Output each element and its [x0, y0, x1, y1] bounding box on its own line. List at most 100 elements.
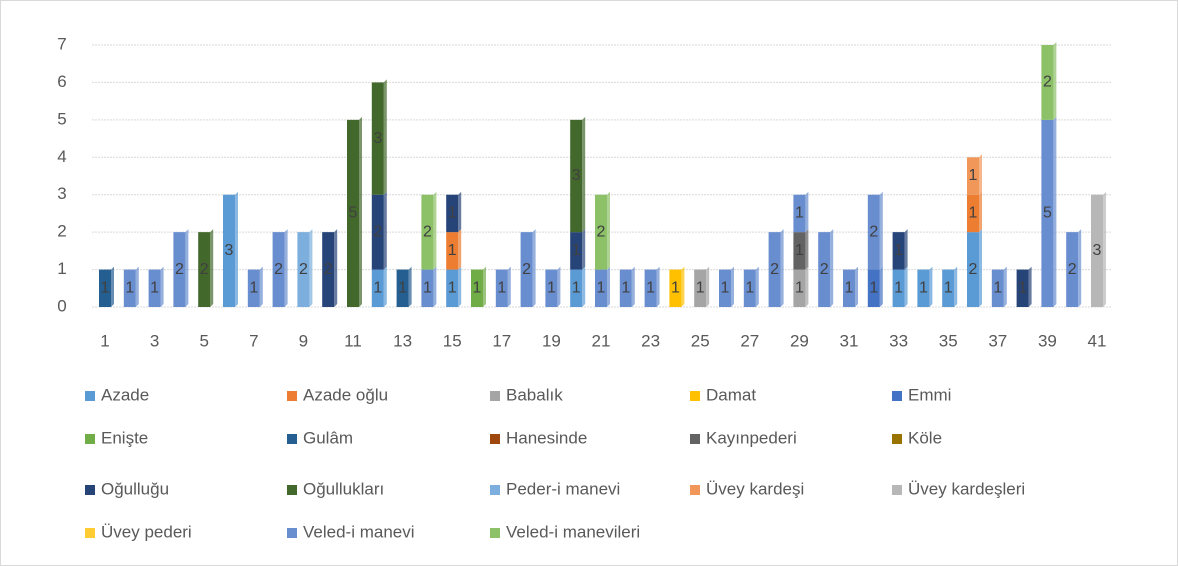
bar-side	[383, 191, 387, 270]
data-label: 3	[373, 130, 382, 147]
bar-segment	[917, 269, 930, 307]
bar-segment	[991, 269, 1004, 307]
bar-segment	[396, 269, 409, 307]
x-tick-label: 3	[150, 331, 159, 350]
bar-side	[383, 266, 387, 307]
legend-swatch	[85, 485, 95, 495]
bar-side	[755, 266, 759, 307]
bar-side	[507, 266, 511, 307]
legend-label: Üvey pederi	[101, 522, 192, 541]
legend-label: Veled-i manevi	[303, 522, 415, 541]
x-tick-label: 17	[492, 331, 511, 350]
legend-label: Damat	[706, 385, 756, 404]
bar-segment	[793, 269, 806, 307]
bar-side	[433, 266, 437, 307]
data-label: 1	[944, 280, 953, 297]
bar-segment	[173, 232, 186, 307]
bar-segment	[272, 232, 285, 307]
data-label: 1	[795, 205, 804, 222]
bar-side	[309, 229, 313, 307]
x-tick-label: 33	[889, 331, 908, 350]
bar-side	[904, 266, 908, 307]
x-tick-label: 7	[249, 331, 258, 350]
bar-side	[731, 266, 734, 307]
bar-side	[929, 266, 933, 307]
bar-segment	[644, 269, 657, 307]
data-label: 2	[324, 261, 333, 278]
bar-segment	[1041, 45, 1054, 120]
data-label: 1	[150, 280, 159, 297]
bar-side	[830, 229, 834, 307]
legend-swatch	[892, 391, 902, 401]
bar-side	[408, 266, 412, 307]
data-label: 1	[795, 242, 804, 259]
y-tick-label: 6	[57, 72, 66, 91]
bar-segment	[867, 269, 880, 307]
legend-label: Oğulluğu	[101, 479, 169, 498]
bar-segment	[892, 232, 905, 270]
x-tick-label: 29	[790, 331, 809, 350]
bar-side	[681, 266, 685, 307]
x-tick-label: 37	[988, 331, 1007, 350]
x-tick-label: 39	[1038, 331, 1057, 350]
bar-segment	[570, 269, 583, 307]
legend-label: Peder-i manevi	[506, 479, 620, 498]
legend-swatch	[690, 434, 700, 444]
bar-side	[185, 229, 189, 307]
data-label: 3	[572, 167, 581, 184]
data-label: 1	[572, 280, 581, 297]
bar-segment	[421, 194, 434, 270]
bar-side	[805, 266, 809, 307]
bar-segment	[322, 232, 335, 307]
bar-segment	[446, 232, 459, 270]
legend-swatch	[490, 391, 500, 401]
x-tick-label: 21	[592, 331, 611, 350]
data-label: 2	[1043, 74, 1052, 91]
y-tick-label: 7	[57, 34, 66, 53]
data-label: 1	[795, 280, 804, 297]
y-tick-label: 3	[57, 184, 66, 203]
bar-segment	[867, 194, 880, 270]
y-tick-label: 2	[57, 222, 66, 241]
data-label: 2	[274, 261, 283, 278]
bar-side	[1053, 116, 1057, 307]
data-label: 1	[1018, 280, 1027, 297]
bar-side	[979, 191, 982, 233]
bar-segment	[967, 157, 979, 195]
bar-segment	[669, 269, 682, 307]
data-label: 1	[448, 242, 457, 259]
data-label: 1	[398, 280, 407, 297]
bar-segment	[495, 269, 508, 307]
bar-segment	[297, 232, 310, 307]
x-tick-label: 23	[641, 331, 660, 350]
data-label: 1	[473, 280, 482, 297]
data-label: 1	[993, 280, 1002, 297]
data-label: 5	[1043, 205, 1052, 222]
legend-label: Enişte	[101, 428, 148, 447]
bar-segment	[545, 269, 558, 307]
bar-segment	[371, 82, 384, 195]
legend-label: Emmi	[908, 385, 951, 404]
bar-segment	[371, 269, 384, 307]
bar-segment	[892, 269, 905, 307]
bar-side	[532, 229, 536, 307]
data-label: 2	[299, 261, 308, 278]
legend-swatch	[690, 391, 700, 401]
data-label: 2	[373, 223, 382, 240]
x-tick-label: 9	[299, 331, 308, 350]
data-label: 2	[597, 223, 606, 240]
bar-side	[334, 229, 338, 307]
bar-segment	[1091, 194, 1103, 307]
data-label: 1	[101, 280, 110, 297]
data-label: 1	[249, 280, 258, 297]
y-tick-label: 4	[57, 147, 66, 166]
legend-label: Üvey kardeşi	[706, 479, 804, 498]
legend-label: Gulâm	[303, 428, 353, 447]
data-label: 1	[894, 280, 903, 297]
data-label: 1	[448, 205, 457, 222]
data-label: 3	[1093, 242, 1102, 259]
bar-segment	[942, 269, 955, 307]
bar-side	[433, 191, 437, 270]
legend-label: Azade	[101, 385, 149, 404]
